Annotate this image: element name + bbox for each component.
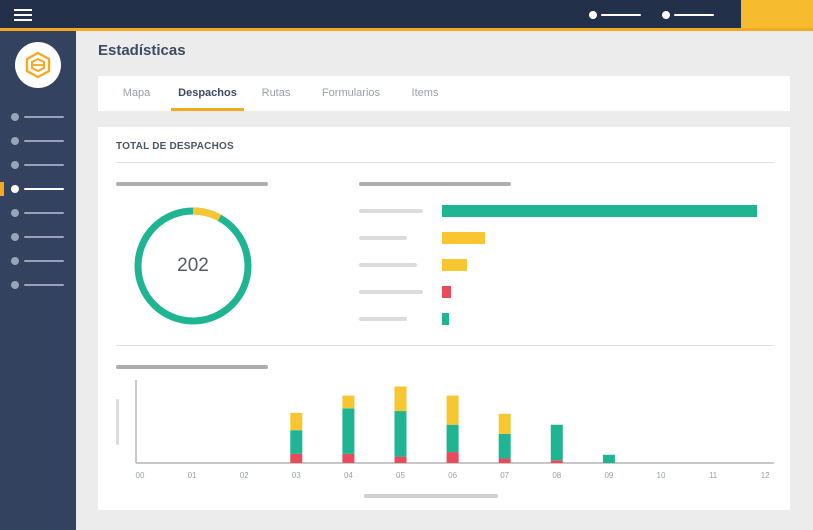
hamburger-menu-icon[interactable]: [14, 9, 32, 22]
x-tick-label-00: 00: [136, 471, 145, 480]
top-nav-dot-icon: [662, 11, 670, 19]
nav-dot-icon: [11, 185, 19, 193]
hbar-label-placeholder: [359, 236, 407, 240]
x-tick-label-08: 08: [552, 471, 561, 480]
total-dispatches-donut: [134, 207, 252, 325]
nav-dot-icon: [11, 209, 19, 217]
bar-03-series-0: [290, 453, 303, 463]
top-accent-button[interactable]: [741, 0, 813, 28]
bar-04-series-2: [342, 395, 355, 409]
hbar-label-placeholder: [359, 290, 423, 294]
hbar-0: [442, 205, 757, 217]
nav-dot-icon: [11, 137, 19, 145]
nav-placeholder-line: [24, 284, 64, 286]
x-tick-label-10: 10: [657, 471, 666, 480]
chart-scrollbar[interactable]: [364, 494, 498, 498]
top-nav-placeholder-line: [601, 14, 641, 16]
y-axis-label-placeholder: [116, 399, 119, 445]
tab-formularios[interactable]: Formularios: [321, 87, 381, 99]
tab-rutas[interactable]: Rutas: [261, 87, 291, 99]
logo[interactable]: [15, 42, 61, 88]
active-marker: [0, 182, 4, 196]
bar-08-series-1: [550, 424, 563, 461]
sidebar-item-4-active[interactable]: [0, 182, 76, 196]
hbar-label-placeholder: [359, 263, 417, 267]
tab-bar: Mapa Despachos Rutas Formularios Items: [98, 76, 790, 111]
x-tick-label-12: 12: [761, 471, 770, 480]
nav-dot-icon: [11, 161, 19, 169]
bar-06-series-0: [446, 452, 459, 463]
sidebar-item-7[interactable]: [0, 254, 76, 268]
card-header-divider: [116, 162, 774, 163]
hbar-2: [442, 259, 468, 271]
hbar-title-placeholder: [359, 182, 511, 186]
bar-06-series-1: [446, 424, 459, 453]
sidebar-item-6[interactable]: [0, 230, 76, 244]
hbar-1: [442, 232, 485, 244]
nav-placeholder-line: [24, 236, 64, 238]
hourly-chart-title-placeholder: [116, 365, 268, 369]
hbar-label-placeholder: [359, 209, 423, 213]
nav-dot-icon: [11, 281, 19, 289]
donut-total-value: 202: [177, 255, 209, 276]
bee-hive-logo-icon: [25, 51, 51, 79]
tab-despachos[interactable]: Despachos: [171, 76, 244, 111]
x-tick-label-02: 02: [240, 471, 249, 480]
sidebar-item-3[interactable]: [0, 158, 76, 172]
bar-09-series-1: [602, 454, 615, 463]
nav-placeholder-line: [24, 260, 64, 262]
section-divider: [116, 345, 774, 346]
dispatch-stats-card: TOTAL DE DESPACHOS 202 00 01 02 03 04 05 06 07 0…: [98, 127, 790, 510]
x-tick-label-06: 06: [448, 471, 457, 480]
tab-mapa[interactable]: Mapa: [122, 87, 151, 99]
nav-dot-icon: [11, 257, 19, 265]
top-nav-placeholder-line: [674, 14, 714, 16]
bar-03-series-1: [290, 430, 303, 454]
bar-07-series-2: [498, 413, 511, 434]
sidebar-item-8[interactable]: [0, 278, 76, 292]
bar-06-series-2: [446, 395, 459, 425]
bar-05-series-2: [394, 386, 407, 412]
bar-07-series-0: [498, 458, 511, 463]
nav-placeholder-line: [24, 140, 64, 142]
x-tick-label-07: 07: [500, 471, 509, 480]
top-bar: [0, 0, 813, 31]
sidebar-item-2[interactable]: [0, 134, 76, 148]
x-tick-label-01: 01: [188, 471, 197, 480]
x-tick-label-09: 09: [604, 471, 613, 480]
nav-dot-icon: [11, 233, 19, 241]
page-title: Estadísticas: [98, 42, 186, 59]
tab-items[interactable]: Items: [411, 87, 439, 99]
nav-placeholder-line: [24, 116, 64, 118]
x-tick-label-11: 11: [709, 471, 718, 480]
bar-08-series-0: [550, 460, 563, 463]
x-tick-label-05: 05: [396, 471, 405, 480]
sidebar-item-5[interactable]: [0, 206, 76, 220]
bar-07-series-1: [498, 433, 511, 459]
nav-placeholder-line: [24, 212, 64, 214]
bar-05-series-0: [394, 456, 407, 463]
bar-04-series-1: [342, 408, 355, 454]
sidebar-item-1[interactable]: [0, 110, 76, 124]
hourly-stacked-bar-chart: 00 01 02 03 04 05 06 07 08 09 10 11 12: [116, 380, 774, 480]
bar-03-series-2: [290, 412, 303, 431]
x-tick-label-03: 03: [292, 471, 301, 480]
nav-placeholder-line: [24, 164, 64, 166]
bar-05-series-1: [394, 411, 407, 457]
top-nav-dot-icon: [589, 11, 597, 19]
hbar-label-placeholder: [359, 317, 407, 321]
nav-placeholder-line: [24, 188, 64, 190]
x-tick-label-04: 04: [344, 471, 353, 480]
card-title: TOTAL DE DESPACHOS: [116, 141, 234, 152]
bar-04-series-0: [342, 453, 355, 463]
nav-dot-icon: [11, 113, 19, 121]
sidebar: [0, 31, 76, 530]
hbar-4: [442, 313, 449, 325]
donut-yellow-segment: [134, 207, 252, 325]
hbar-3: [442, 286, 452, 298]
donut-title-placeholder: [116, 182, 268, 186]
